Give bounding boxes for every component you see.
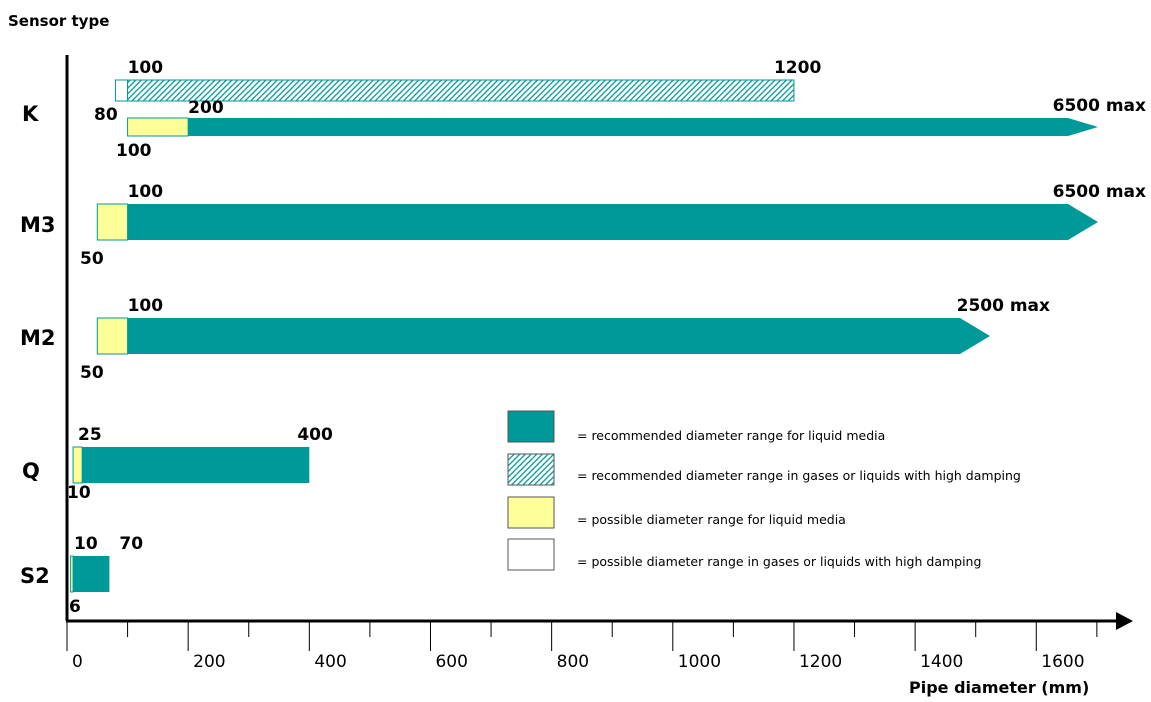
sensor-label: M2 bbox=[20, 326, 56, 350]
bar-recommended-liquid bbox=[73, 556, 110, 592]
bar-recommended-liquid bbox=[127, 318, 990, 354]
x-tick-label: 0 bbox=[72, 652, 83, 672]
x-axis-title: Pipe diameter (mm) bbox=[909, 678, 1089, 697]
value-label: 80 bbox=[94, 105, 118, 125]
value-label: 10 bbox=[74, 534, 98, 554]
x-tick-label: 1200 bbox=[799, 652, 842, 672]
value-label: 2500 max bbox=[957, 296, 1050, 316]
value-label: 50 bbox=[80, 249, 104, 269]
bar-recommended-liquid bbox=[188, 118, 1098, 136]
value-label: 70 bbox=[119, 534, 143, 554]
x-tick-label: 400 bbox=[314, 652, 346, 672]
x-tick-label: 600 bbox=[435, 652, 467, 672]
sensor-label: M3 bbox=[20, 213, 56, 237]
legend-swatch-possible-liquid bbox=[507, 496, 555, 529]
value-label: 10 bbox=[67, 483, 91, 503]
value-label: 400 bbox=[297, 425, 333, 445]
sensor-labels-layer: K M3 M2 Q S2 bbox=[20, 102, 56, 588]
bar-possible-liquid bbox=[96, 317, 129, 355]
bar-possible-liquid bbox=[96, 203, 129, 241]
x-axis-ticks: 0 200 400 600 800 1000 1200 1400 1600 bbox=[66, 621, 1098, 672]
bar-possible-liquid bbox=[70, 555, 74, 593]
legend-text-recommended-gas: = recommended diameter range in gases or… bbox=[577, 468, 1021, 483]
value-label: 100 bbox=[128, 182, 164, 202]
legend-swatch-recommended-gas bbox=[507, 453, 555, 486]
sensor-label: S2 bbox=[20, 564, 50, 588]
bar-recommended-liquid bbox=[127, 204, 1098, 240]
bars-layer bbox=[70, 79, 1098, 593]
sensor-label: K bbox=[22, 102, 39, 126]
value-label: 6500 max bbox=[1053, 96, 1146, 116]
x-tick-label: 800 bbox=[557, 652, 589, 672]
y-axis-title: Sensor type bbox=[8, 12, 109, 30]
x-tick-label: 1600 bbox=[1041, 652, 1084, 672]
value-label: 50 bbox=[80, 363, 104, 383]
x-axis-arrowhead bbox=[1116, 612, 1133, 630]
value-label: 100 bbox=[116, 141, 152, 161]
value-label: 6 bbox=[69, 597, 81, 617]
bar-possible-liquid bbox=[72, 446, 83, 484]
legend-text-possible-liquid: = possible diameter range for liquid med… bbox=[577, 512, 846, 527]
value-label: 1200 bbox=[774, 58, 821, 78]
legend-text-possible-gas: = possible diameter range in gases or li… bbox=[577, 554, 981, 569]
legend-swatch-recommended-liquid bbox=[507, 410, 555, 443]
value-label: 25 bbox=[78, 425, 102, 445]
sensor-label: Q bbox=[22, 459, 40, 483]
bar-recommended-liquid bbox=[82, 447, 310, 483]
legend: = recommended diameter range for liquid … bbox=[507, 410, 1021, 571]
bar-possible-liquid bbox=[127, 117, 189, 137]
bar-recommended-gas bbox=[127, 79, 795, 102]
legend-text-recommended-liquid: = recommended diameter range for liquid … bbox=[577, 428, 885, 443]
x-tick-label: 200 bbox=[193, 652, 225, 672]
value-label: 100 bbox=[128, 58, 164, 78]
legend-swatch-possible-gas bbox=[507, 538, 555, 571]
value-label: 200 bbox=[188, 98, 224, 118]
value-labels-layer: 100 1200 80 200 6500 max 100 100 6500 max 50 100 2… bbox=[67, 58, 1146, 617]
value-label: 6500 max bbox=[1053, 182, 1146, 202]
value-label: 100 bbox=[128, 296, 164, 316]
bar-possible-gas bbox=[114, 79, 129, 102]
x-tick-label: 1400 bbox=[920, 652, 963, 672]
x-tick-label: 1000 bbox=[678, 652, 721, 672]
